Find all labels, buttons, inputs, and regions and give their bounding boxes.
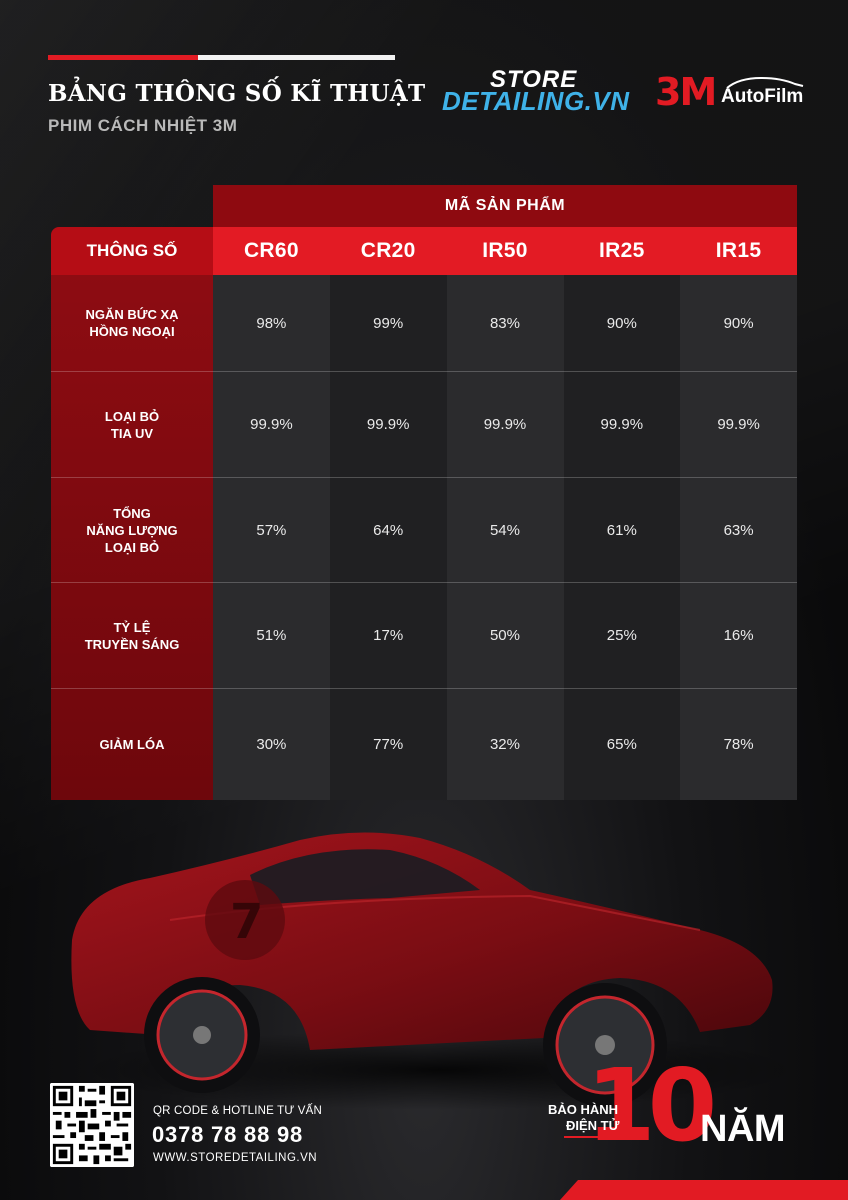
table-cell: 25% [606, 627, 637, 644]
row-label: GIẢM LÓA [99, 737, 165, 752]
3m-autofilm-logo: 3M AutoFilm [655, 70, 804, 114]
table-row: GIẢM LÓA 30% 77% 32% 65% 78% [51, 689, 797, 800]
website-link[interactable]: WWW.STOREDETAILING.VN [153, 1152, 318, 1164]
table-cell: 99.9% [366, 416, 410, 433]
table-cell: 17% [373, 627, 404, 644]
warranty-unit: NĂM [700, 1108, 786, 1150]
table-cell: 99.9% [717, 416, 760, 433]
table-cell: 99.9% [483, 416, 527, 433]
product-code: CR60 [243, 239, 299, 262]
row-divider [51, 688, 797, 689]
table-cell: 99.9% [600, 416, 644, 433]
table-row: NGĂN BỨC XẠ HỒNG NGOẠI 98% 99% 83% 90% 9… [51, 275, 797, 371]
table-cell: 63% [723, 521, 754, 539]
table-cell: 16% [723, 627, 754, 644]
table-cell: 77% [373, 736, 404, 753]
car-silhouette-icon [726, 76, 804, 89]
row-divider [51, 477, 797, 478]
row-label: NGĂN BỨC XẠ HỒNG NGOẠI [85, 307, 179, 339]
table-cell: 78% [723, 736, 754, 753]
product-codes-row: CR60 CR20 IR50 IR25 IR15 [213, 227, 797, 275]
table-cell: 65% [606, 736, 637, 753]
table-cell: 99.9% [250, 416, 293, 433]
corner-accent [560, 1180, 848, 1200]
svg-text:7: 7 [230, 894, 263, 950]
warranty-line2: ĐIỆN TỬ [566, 1118, 620, 1133]
row-divider [51, 371, 797, 372]
product-code-header: MÃ SẢN PHẨM [213, 185, 797, 227]
page-subtitle: PHIM CÁCH NHIỆT 3M [48, 116, 238, 135]
hotline-number[interactable]: 0378 78 88 98 [152, 1122, 304, 1147]
row-label: TỔNG NĂNG LƯỢNG LOẠI BỎ [86, 505, 178, 555]
warranty-number: 10 [586, 1047, 717, 1164]
row-label: LOẠI BỎ TIA UV [104, 408, 160, 441]
sports-car-image: 7 [71, 832, 800, 1110]
warranty-line1: BẢO HÀNH [548, 1102, 619, 1117]
warranty-badge: 10 BẢO HÀNH ĐIỆN TỬ NĂM [540, 1056, 810, 1170]
values-grid [213, 275, 797, 800]
row-divider [51, 582, 797, 583]
table-cell: 98% [256, 314, 287, 332]
param-column [51, 275, 213, 800]
table-cell: 54% [489, 521, 520, 539]
table-row: TỶ LỆ TRUYỀN SÁNG 51% 17% 50% 25% 16% [51, 583, 797, 688]
table-cell: 32% [489, 736, 520, 753]
table-cell: 61% [606, 521, 637, 539]
table-cell: 90% [723, 314, 754, 332]
table-cell: 90% [606, 314, 637, 332]
table-cell: 51% [256, 627, 287, 644]
product-code: IR50 [482, 239, 528, 262]
param-column-header: THÔNG SỐ [51, 227, 213, 275]
product-code: IR15 [715, 239, 762, 262]
spec-table: MÃ SẢN PHẨM THÔNG SỐ CR60 CR20 IR50 IR25… [51, 185, 797, 800]
table-row: LOẠI BỎ TIA UV 99.9% 99.9% 99.9% 99.9% 9… [51, 372, 797, 477]
store-detailing-logo: STORE DETAILING.VN [442, 66, 630, 116]
table-cell: 57% [256, 521, 287, 539]
table-cell: 50% [489, 627, 520, 644]
table-cell: 83% [489, 314, 520, 332]
page-title: BẢNG THÔNG SỐ KĨ THUẬT [48, 80, 426, 107]
table-cell: 99% [373, 314, 404, 332]
table-cell: 30% [256, 736, 287, 753]
qr-hotline-label: QR CODE & HOTLINE TƯ VẤN [153, 1105, 323, 1117]
qr-code-image[interactable] [50, 1083, 134, 1167]
table-row: TỔNG NĂNG LƯỢNG LOẠI BỎ 57% 64% 54% 61% … [51, 478, 797, 582]
product-code: IR25 [599, 239, 645, 262]
product-code: CR20 [360, 239, 416, 262]
row-label: TỶ LỆ TRUYỀN SÁNG [84, 619, 180, 652]
header-accent-bar [48, 55, 395, 60]
table-cell: 64% [373, 521, 404, 539]
